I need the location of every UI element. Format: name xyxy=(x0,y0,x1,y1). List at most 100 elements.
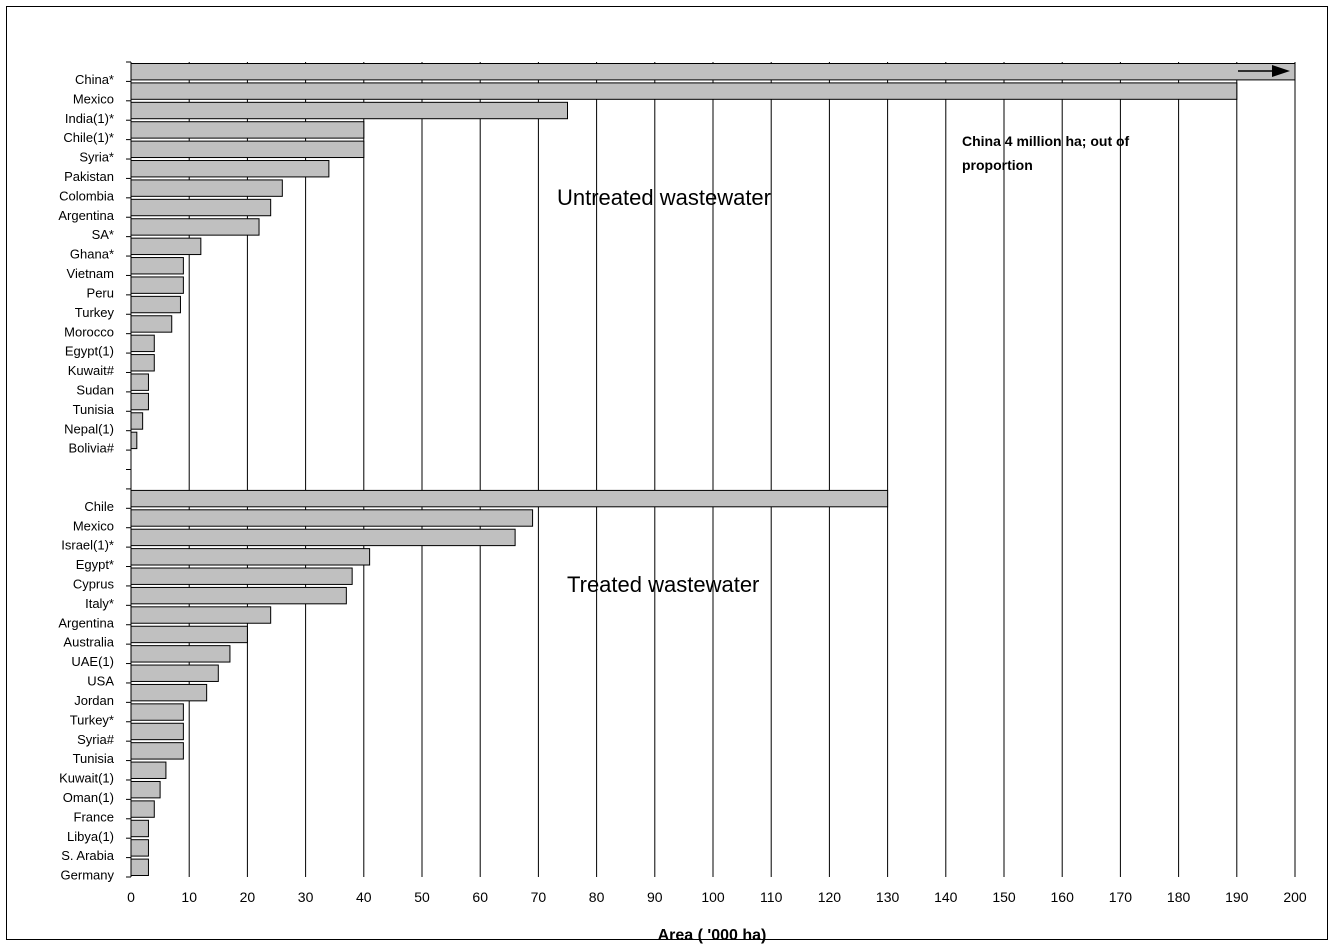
category-label: Oman(1) xyxy=(63,790,114,805)
category-label: UAE(1) xyxy=(71,654,114,669)
bar xyxy=(130,334,155,353)
category-label: France xyxy=(74,809,114,824)
x-tick-label: 50 xyxy=(414,889,430,905)
x-tick-label: 110 xyxy=(760,889,783,905)
x-tick-label: 170 xyxy=(1109,889,1133,905)
category-label: Cyprus xyxy=(73,577,115,592)
bar xyxy=(130,742,184,760)
category-label: Italy* xyxy=(85,596,114,611)
bar xyxy=(130,179,283,197)
category-label: Mexico xyxy=(73,518,114,533)
x-tick-label: 10 xyxy=(181,889,197,905)
chart-frame xyxy=(6,6,1328,940)
category-label: India(1)* xyxy=(65,111,114,126)
bar xyxy=(130,392,149,411)
category-label: Chile(1)* xyxy=(63,130,114,145)
bar xyxy=(130,528,516,547)
category-label: Egypt* xyxy=(76,557,114,572)
bar xyxy=(130,237,202,256)
x-tick-labels: 0 10 20 30 40 50 60 70 80 90 100 110 120 130 140 150 160… xyxy=(127,889,1307,905)
bar xyxy=(130,645,231,663)
bar xyxy=(130,198,272,217)
category-label: Germany xyxy=(61,868,115,883)
category-label: Sudan xyxy=(76,382,114,397)
category-label: Mexico xyxy=(73,91,114,106)
x-tick-label: 190 xyxy=(1225,889,1249,905)
category-label: Vietnam xyxy=(67,266,114,281)
bar xyxy=(130,63,1296,81)
x-tick-label: 180 xyxy=(1167,889,1191,905)
bar xyxy=(130,218,260,236)
bar xyxy=(130,82,1238,100)
bars xyxy=(130,63,1296,876)
bar xyxy=(130,664,219,682)
annotation-line-2: proportion xyxy=(962,157,1033,173)
annotation-line-1: China 4 million ha; out of xyxy=(962,133,1130,149)
category-label: Kuwait(1) xyxy=(59,771,114,786)
bar xyxy=(130,140,365,159)
x-tick-label: 30 xyxy=(298,889,314,905)
bar xyxy=(130,761,167,779)
category-label: Nepal(1) xyxy=(64,421,114,436)
bar xyxy=(130,800,155,818)
bar xyxy=(130,625,248,644)
category-label: S. Arabia xyxy=(61,848,115,863)
category-label: Chile xyxy=(84,499,114,514)
bar xyxy=(130,780,161,799)
category-label: Morocco xyxy=(64,324,114,339)
gridlines xyxy=(126,61,1296,878)
x-tick-label: 150 xyxy=(992,889,1016,905)
bar xyxy=(130,703,184,721)
category-label: Syria* xyxy=(79,150,114,165)
bar xyxy=(130,819,149,838)
category-label: Israel(1)* xyxy=(61,538,114,553)
bar xyxy=(130,257,184,275)
bar xyxy=(130,354,155,372)
bar xyxy=(130,315,173,333)
x-tick-label: 130 xyxy=(876,889,900,905)
bar xyxy=(130,548,371,566)
group-label-treated: Treated wastewater xyxy=(567,572,759,597)
bar xyxy=(130,295,181,314)
x-tick-label: 20 xyxy=(240,889,256,905)
bar xyxy=(130,373,149,391)
x-tick-label: 70 xyxy=(531,889,547,905)
bar xyxy=(130,683,208,702)
x-tick-label: 90 xyxy=(647,889,663,905)
category-label: Pakistan xyxy=(64,169,114,184)
bar xyxy=(130,606,272,624)
x-tick-label: 80 xyxy=(589,889,605,905)
x-tick-label: 200 xyxy=(1283,889,1307,905)
bar xyxy=(130,412,144,430)
bar xyxy=(130,839,149,857)
category-label: Libya(1) xyxy=(67,829,114,844)
category-label: Tunisia xyxy=(73,402,115,417)
bar xyxy=(130,567,353,585)
annotation: China 4 million ha; out of proportion xyxy=(962,133,1130,173)
category-label: Colombia xyxy=(59,188,115,203)
bar xyxy=(130,586,347,605)
x-tick-label: 40 xyxy=(356,889,372,905)
category-label: Argentina xyxy=(58,615,114,630)
bar xyxy=(130,160,330,178)
bar xyxy=(130,121,365,139)
bar xyxy=(130,722,184,741)
category-label: SA* xyxy=(92,227,114,242)
category-label: Turkey xyxy=(75,305,115,320)
category-label: Turkey* xyxy=(70,712,114,727)
category-labels: China* Mexico India(1)* Chile(1)* Syria* Paki… xyxy=(58,72,114,883)
bar xyxy=(130,276,184,294)
category-label: Bolivia# xyxy=(68,441,114,456)
x-tick-label: 100 xyxy=(701,889,725,905)
bar xyxy=(130,858,149,876)
arrow-icon xyxy=(1238,65,1290,77)
x-tick-label: 120 xyxy=(818,889,842,905)
category-label: Syria# xyxy=(77,732,115,747)
bar xyxy=(130,431,138,450)
category-label: China* xyxy=(75,72,114,87)
bar xyxy=(130,509,534,527)
category-label: Egypt(1) xyxy=(65,344,114,359)
x-tick-label: 0 xyxy=(127,889,135,905)
group-label-untreated: Untreated wastewater xyxy=(557,185,771,210)
